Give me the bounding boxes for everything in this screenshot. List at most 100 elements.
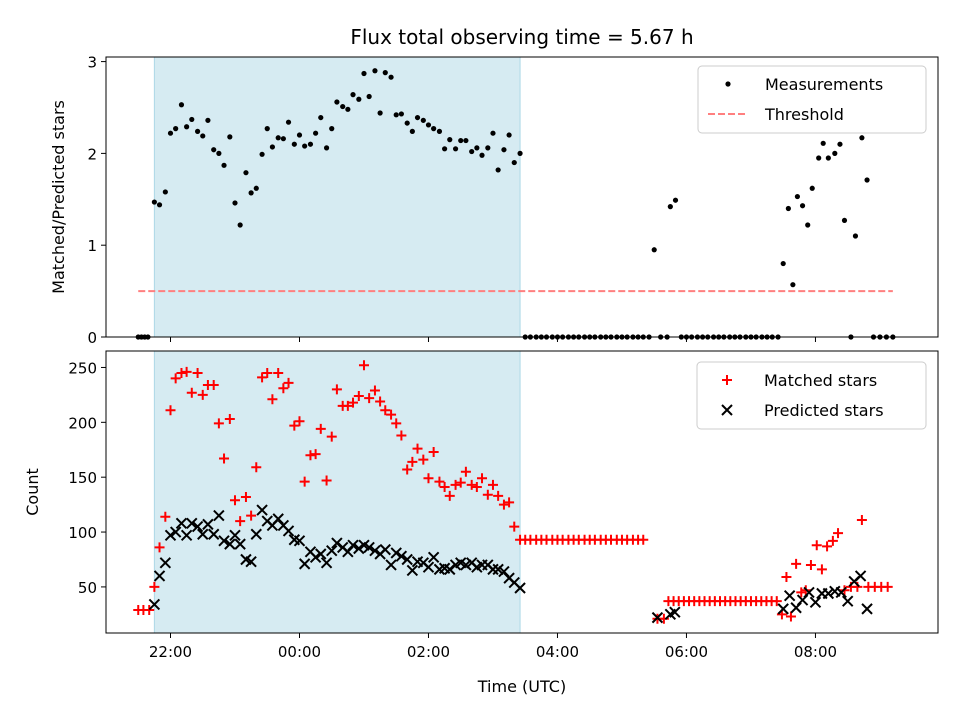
predicted-star-point: [293, 535, 306, 547]
legend-plus-swatch: [722, 375, 732, 385]
matched-star-point: [434, 476, 445, 487]
measurement-point: [340, 103, 346, 110]
measurement-point: [259, 151, 265, 157]
measurement-point: [794, 193, 800, 200]
matched-star-point: [509, 521, 520, 532]
matched-star-point: [170, 373, 181, 384]
measurement-point: [194, 128, 201, 134]
measurement-point: [372, 68, 378, 74]
matched-star-point: [246, 510, 257, 521]
matched-star-point: [315, 423, 326, 434]
matched-star-point: [181, 366, 192, 377]
matched-star-point: [482, 489, 493, 500]
matched-star-point: [493, 490, 504, 501]
x-tick-label: 06:00: [665, 643, 708, 661]
matched-star-point: [396, 430, 407, 441]
matched-star-point: [176, 367, 187, 378]
measurement-point: [859, 135, 865, 141]
matched-star-point: [418, 454, 429, 465]
matched-star-point: [428, 446, 439, 457]
y-tick-label: 200: [68, 414, 97, 432]
measurement-point: [651, 247, 657, 253]
matched-star-point: [822, 541, 833, 552]
measurement-point: [780, 260, 786, 267]
y-axis-label: Count: [23, 468, 42, 516]
matched-star-point: [353, 390, 364, 401]
measurement-point: [785, 205, 791, 212]
matched-star-point: [466, 479, 477, 490]
measurement-point: [356, 96, 362, 102]
matched-star-point: [342, 400, 353, 411]
predicted-star-point: [444, 563, 456, 576]
measurement-point: [221, 162, 227, 168]
measurement-point: [302, 143, 308, 149]
measurement-point: [852, 233, 859, 239]
matched-star-point: [455, 477, 466, 488]
measurement-point: [329, 126, 335, 132]
predicted-star-point: [363, 541, 375, 554]
matched-star-point: [160, 511, 171, 522]
predicted-star-point: [347, 539, 359, 551]
measurement-point: [216, 150, 222, 156]
x-tick-label: 02:00: [407, 643, 450, 661]
measurement-point: [377, 110, 383, 116]
predicted-star-point: [315, 548, 327, 560]
measurement-point: [442, 146, 448, 152]
matched-star-point: [439, 482, 450, 493]
y-tick-label: 0: [87, 329, 97, 347]
matched-star-point: [358, 360, 369, 371]
measurement-point: [366, 93, 372, 100]
predicted-star-point: [841, 595, 854, 607]
matched-star-point: [423, 473, 434, 484]
predicted-star-point: [835, 586, 847, 599]
measurement-point: [264, 126, 270, 132]
matched-star-point: [331, 384, 342, 395]
measurement-point: [232, 200, 238, 206]
matched-star-point: [267, 394, 278, 405]
y-tick-label: 1: [87, 237, 97, 255]
measurement-point: [313, 130, 319, 136]
measurement-point: [205, 117, 211, 123]
predicted-star-point: [422, 561, 435, 573]
matched-star-point: [294, 416, 305, 427]
measurement-point: [404, 120, 410, 126]
measurement-point: [517, 150, 523, 156]
measurement-point: [285, 119, 292, 125]
matched-star-point: [305, 450, 316, 461]
measurement-point: [291, 141, 297, 147]
predicted-star-point: [401, 553, 413, 566]
matched-star-point: [791, 558, 802, 569]
matched-star-point: [380, 405, 391, 416]
measurement-point: [345, 106, 351, 112]
measurement-point: [667, 204, 673, 210]
measurement-point: [816, 155, 822, 161]
x-tick-label: 08:00: [794, 643, 837, 661]
matched-star-point: [882, 581, 893, 592]
measurement-point: [200, 133, 206, 139]
matched-star-point: [310, 449, 321, 460]
predicted-star-point: [369, 544, 381, 557]
predicted-star-point: [320, 557, 333, 569]
measurement-point: [151, 199, 157, 205]
matched-star-point: [229, 495, 240, 506]
measurement-point: [237, 222, 243, 228]
measurement-point: [156, 202, 163, 208]
matched-star-point: [326, 431, 337, 442]
measurement-point: [506, 132, 512, 138]
matched-star-point: [638, 534, 649, 545]
legend: Matched stars Predicted stars: [696, 361, 927, 430]
measurement-point: [269, 144, 275, 150]
measurement-point: [414, 114, 421, 121]
matched-star-point: [856, 514, 867, 525]
predicted-star-point: [186, 517, 198, 529]
measurement-point: [490, 130, 496, 136]
y-tick-label: 3: [87, 54, 97, 72]
measurement-point: [243, 170, 249, 176]
predicted-star-point: [353, 542, 365, 555]
predicted-star-point: [175, 517, 188, 529]
predicted-star-point: [385, 559, 397, 571]
matched-star-point: [402, 464, 413, 475]
matched-star-point: [444, 490, 455, 501]
legend-label: Threshold: [764, 105, 844, 124]
predicted-star-point: [783, 589, 796, 602]
